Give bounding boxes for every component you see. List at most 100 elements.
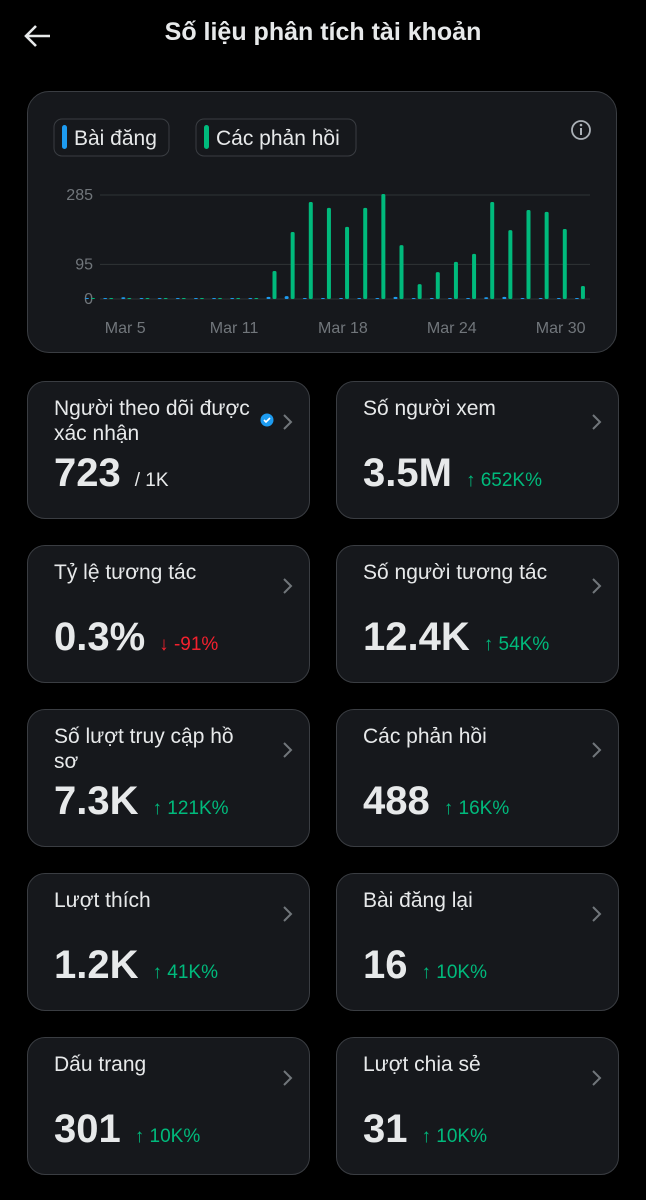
- card-label: Số người xem: [363, 397, 496, 420]
- x-tick-label: Mar 24: [427, 320, 477, 337]
- bar: [157, 298, 162, 299]
- bar: [230, 298, 235, 299]
- legend-box: [195, 118, 357, 157]
- chevron: [283, 414, 293, 430]
- metric-card[interactable]: Lượt thích 1.2K ↑ 41K%: [27, 873, 310, 1011]
- legend-swatch: [62, 125, 67, 149]
- bar: [109, 298, 114, 299]
- bar: [266, 296, 271, 299]
- chevron: [592, 578, 602, 594]
- bar: [466, 298, 471, 299]
- bar: [562, 229, 567, 299]
- metric-card[interactable]: Số người tương tác 12.4K ↑ 54K%: [336, 545, 619, 683]
- bar: [193, 298, 198, 299]
- bar: [284, 296, 289, 299]
- bar: [508, 230, 513, 299]
- value-row: 16 ↑ 10K%: [363, 943, 487, 988]
- bar: [320, 298, 325, 299]
- bar: [248, 298, 253, 299]
- bar: [212, 298, 217, 299]
- value-row: 7.3K ↑ 121K%: [54, 779, 229, 824]
- bar: [472, 253, 477, 299]
- card-label: Số người tương tác: [363, 561, 548, 584]
- bar: [85, 298, 90, 299]
- chevron: [283, 578, 293, 594]
- metric-card[interactable]: Số lượt truy cập hồ sơ 7.3K ↑ 121K%: [27, 709, 310, 847]
- metric-card[interactable]: Dấu trang 301 ↑ 10K%: [27, 1037, 310, 1175]
- bar: [145, 298, 150, 299]
- bar: [339, 298, 344, 299]
- bar: [218, 298, 223, 299]
- bar: [91, 298, 96, 299]
- card-value: 1.2K: [54, 943, 139, 987]
- bar: [175, 298, 180, 299]
- metric-card[interactable]: Người theo dõi được xác nhận 723 / 1K: [27, 381, 310, 519]
- legend-swatch: [204, 125, 209, 149]
- bar: [580, 285, 585, 299]
- card-value: 7.3K: [54, 779, 139, 823]
- chart: Bài đăng Các phản hồi 0 95 285 Mar 5 Mar 11 Mar…: [53, 118, 591, 337]
- bar: [526, 210, 531, 299]
- page-title: Số liệu phân tích tài khoản: [164, 18, 482, 46]
- metric-card[interactable]: Các phản hồi 488 ↑ 16K%: [336, 709, 619, 847]
- chevron: [283, 906, 293, 922]
- info-icon[interactable]: [571, 120, 591, 140]
- bar: [199, 298, 204, 299]
- bar: [399, 245, 404, 299]
- bar: [363, 207, 368, 299]
- card-value: 301: [54, 1107, 121, 1151]
- card-value: 16: [363, 943, 408, 987]
- card-value: 723: [54, 451, 121, 495]
- card-change: ↑ 652K%: [465, 470, 542, 491]
- bar: [254, 298, 259, 299]
- bar: [556, 298, 561, 299]
- value-row: 0.3% ↓ -91%: [54, 615, 218, 660]
- metric-card[interactable]: Lượt chia sẻ 31 ↑ 10K%: [336, 1037, 619, 1175]
- y-tick-label: 285: [66, 187, 93, 204]
- bar: [127, 298, 132, 299]
- card-change: ↑ 10K%: [421, 1126, 487, 1147]
- bar: [393, 296, 398, 299]
- bar: [181, 298, 186, 299]
- bar: [139, 298, 144, 299]
- card-change: ↑ 121K%: [152, 798, 229, 819]
- bar: [290, 231, 295, 299]
- card-label: Số lượt truy cập hồ sơ: [54, 725, 234, 773]
- metric-card[interactable]: Số người xem 3.5M ↑ 652K%: [336, 381, 619, 519]
- bar: [357, 298, 362, 299]
- bar: [121, 297, 126, 299]
- bar: [435, 272, 440, 299]
- value-row: 301 ↑ 10K%: [54, 1107, 200, 1152]
- card-value: 0.3%: [54, 615, 146, 659]
- card-label: Lượt chia sẻ: [363, 1053, 481, 1076]
- metric-card[interactable]: Bài đăng lại 16 ↑ 10K%: [336, 873, 619, 1011]
- back-button[interactable]: [24, 24, 52, 48]
- value-row: 3.5M ↑ 652K%: [363, 451, 542, 496]
- card-change: ↑ 16K%: [443, 798, 510, 819]
- card-change: ↑ 54K%: [483, 634, 550, 655]
- card-label: Người theo dõi được xác nhận: [54, 397, 250, 445]
- card-value: 31: [363, 1107, 408, 1151]
- legend-label: Bài đăng: [74, 127, 157, 150]
- bar: [345, 226, 350, 299]
- bar: [375, 298, 380, 299]
- card-label: Dấu trang: [54, 1053, 147, 1076]
- bar: [272, 270, 277, 299]
- card-change: / 1K: [134, 470, 169, 491]
- bar: [411, 298, 416, 299]
- verified-badge: [260, 413, 274, 427]
- x-tick-label: Mar 5: [105, 320, 146, 337]
- bar: [447, 298, 452, 299]
- card-label: Bài đăng lại: [363, 889, 473, 912]
- legend-box: [53, 118, 170, 157]
- card-value: 12.4K: [363, 615, 470, 659]
- chevron: [592, 1070, 602, 1086]
- chevron: [283, 1070, 293, 1086]
- chevron: [592, 414, 602, 430]
- bar: [574, 298, 579, 299]
- card-value: 488: [363, 779, 430, 823]
- y-tick-label: 95: [75, 256, 93, 273]
- metric-card[interactable]: Tỷ lệ tương tác 0.3% ↓ -91%: [27, 545, 310, 683]
- card-label: Các phản hồi: [363, 725, 487, 748]
